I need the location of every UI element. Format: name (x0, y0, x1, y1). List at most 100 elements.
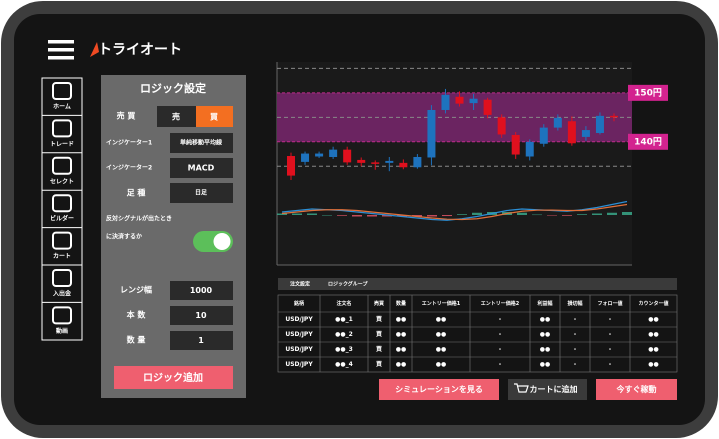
indicator1-label: インジケーター1 (106, 139, 152, 147)
menu-button[interactable] (48, 40, 74, 60)
nav-item[interactable]: トレード (42, 114, 82, 148)
table-cell: ●● (436, 331, 446, 338)
indicator1-select[interactable] (170, 133, 233, 153)
nav-item[interactable]: ビルダー (42, 189, 82, 223)
action-button[interactable]: シミュレーションを見る (379, 379, 499, 400)
table-cell: - (609, 331, 612, 338)
opposite-signal: 反対シグナルが出たとき (106, 215, 172, 223)
indicator2-select[interactable] (170, 158, 233, 178)
table-cell: - (499, 331, 502, 338)
table-cell: ●●_4 (335, 361, 353, 368)
column-header: カウンター値 (638, 300, 668, 307)
indicator2-label: インジケーター2 (106, 164, 152, 172)
histogram-bar (577, 214, 587, 215)
toggle-knob (213, 233, 231, 250)
nav-label: カート (53, 253, 71, 260)
table-cell: ●● (540, 361, 550, 368)
signal-line (281, 203, 628, 221)
nav-item[interactable]: ホーム (52, 82, 72, 111)
table-cell: ●●_3 (335, 346, 353, 353)
sell-text: 売 (172, 112, 180, 122)
nav-label: セレクト (50, 177, 74, 185)
buy-button[interactable] (196, 106, 233, 127)
logo: トライオート (98, 42, 182, 58)
histogram-bar (607, 212, 617, 215)
range-input[interactable] (170, 281, 233, 300)
nav-item[interactable]: セレクト (42, 152, 82, 186)
histogram-bar (442, 215, 452, 217)
candle-body (469, 98, 478, 104)
column-header: 注文名 (336, 300, 351, 307)
nav-label: ビルダー (50, 215, 74, 223)
level-label: 140円 (634, 136, 662, 147)
timeframe-label: 足 種 (127, 188, 146, 198)
table-cell: 買 (376, 345, 382, 353)
nav-icon (52, 119, 72, 138)
column-header: フォロー値 (597, 300, 622, 307)
table-cell: - (499, 316, 502, 323)
table-cell: ●● (540, 331, 550, 338)
nav-icon (52, 231, 72, 250)
candle-body (497, 117, 506, 135)
histogram-bar (427, 215, 437, 217)
table-cell: ●● (396, 361, 406, 368)
count-input[interactable] (170, 306, 233, 325)
side-label: 売 買 (117, 111, 136, 121)
level-label: 150円 (634, 87, 662, 98)
column-header: 損切幅 (566, 300, 582, 307)
level-tag (628, 84, 668, 101)
column-header: 利益幅 (536, 300, 552, 307)
range-label: レンジ幅 (120, 285, 152, 295)
table-bg (277, 294, 678, 373)
table-cell: ●● (540, 316, 550, 323)
level-tag (628, 133, 668, 150)
add-logic-text: ロジック追加 (143, 371, 203, 384)
action-button[interactable]: 今すぐ稼動 (596, 379, 677, 400)
nav-icon (52, 306, 72, 325)
opposite-signal: に決済するか (106, 233, 142, 241)
candle-body (385, 160, 394, 163)
timeframe-select[interactable] (170, 183, 233, 203)
nav-item[interactable]: 動画 (42, 301, 82, 335)
table-cell: USD/JPY (285, 331, 313, 338)
logo-mark (90, 42, 99, 57)
candle-body (483, 99, 492, 115)
table-cell: ●● (540, 346, 550, 353)
table-cell: USD/JPY (285, 316, 313, 323)
histogram-bar (307, 213, 317, 215)
quantity-value: 1 (198, 336, 204, 345)
table-cell: USD/JPY (285, 361, 313, 368)
table-cell: ●● (648, 346, 658, 353)
menu-bar (48, 40, 74, 44)
table-cell: - (609, 346, 612, 353)
candle-body (581, 130, 590, 137)
range-value: 1000 (190, 286, 213, 295)
table-cell: - (609, 316, 612, 323)
table-tab[interactable]: 注文設定 (290, 281, 310, 288)
table-cell: - (574, 361, 577, 368)
timeframe-value: 日足 (195, 189, 207, 197)
sell-button[interactable] (157, 106, 196, 127)
table-cell: ●● (648, 361, 658, 368)
table-cell: ●● (436, 361, 446, 368)
indicator2-value: MACD (188, 164, 215, 173)
table-tab[interactable]: ロジックグループ (328, 281, 369, 288)
histogram-bar (592, 213, 602, 215)
quantity-input[interactable] (170, 331, 233, 350)
candle-body (371, 162, 380, 164)
table-cell: ●● (436, 316, 446, 323)
nav-icon (52, 156, 72, 175)
table-cell: 買 (376, 330, 382, 338)
action-bg (379, 379, 499, 400)
nav-item[interactable]: カート (42, 227, 82, 261)
action-button[interactable]: カートに追加 (508, 379, 587, 400)
menu-bar (48, 56, 74, 60)
nav-item[interactable]: 入出金 (42, 264, 82, 298)
nav-icon (52, 82, 72, 100)
action-label: カートに追加 (530, 384, 578, 394)
add-logic-button[interactable] (114, 366, 233, 389)
cart-icon (514, 383, 529, 393)
panel-title: ロジック設定 (140, 81, 206, 95)
